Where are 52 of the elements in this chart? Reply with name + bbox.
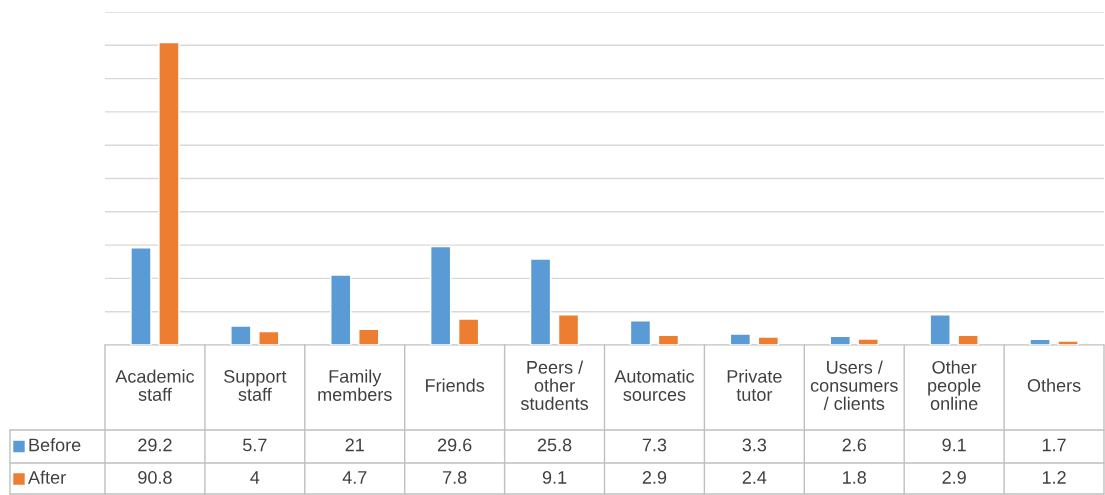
bar [629, 319, 652, 345]
data-label: 9.1 [942, 438, 966, 452]
x-tick-label: Private tutor [727, 369, 782, 401]
data-label: 5.7 [243, 438, 267, 452]
bar [657, 334, 680, 345]
data-label: 29.2 [138, 438, 172, 452]
data-label: 9.1 [542, 471, 567, 484]
data-label: 3.3 [742, 438, 767, 452]
x-tick-label: Other people online [928, 360, 981, 410]
data-label: 2.9 [642, 471, 667, 484]
x-tick-label: Friends [426, 378, 485, 392]
data-label: 2.4 [742, 471, 767, 484]
x-tick-label: Peers / other students [520, 360, 589, 410]
data-label: 90.8 [138, 471, 172, 484]
bar [729, 333, 752, 345]
data-label: 21 [345, 438, 364, 452]
bar [330, 274, 352, 345]
data-label: 1.8 [843, 471, 867, 484]
data-label: 7.3 [642, 438, 667, 452]
bar [457, 318, 480, 345]
data-label: 4 [250, 471, 260, 484]
bar [957, 334, 979, 345]
bar [429, 245, 452, 345]
data-label: 1.2 [1042, 471, 1066, 484]
bar [757, 336, 780, 345]
x-tick-label: Users / consumers / clients [810, 360, 898, 410]
bar [929, 314, 951, 345]
bar [230, 325, 252, 345]
legend-label: Before [29, 438, 81, 452]
data-label: 4.7 [342, 471, 367, 484]
x-tick-label: Family members [318, 369, 392, 401]
legend-label: After [28, 470, 66, 484]
data-label: 1.7 [1042, 438, 1066, 452]
data-label: 2.6 [842, 438, 867, 452]
bar [130, 247, 152, 345]
bar [358, 328, 380, 345]
bar [258, 330, 280, 345]
x-tick-label: Others [1027, 378, 1081, 392]
x-tick-label: Academic staff [115, 369, 195, 401]
bar [529, 258, 552, 345]
data-label: 25.8 [537, 438, 572, 452]
bar [857, 338, 879, 345]
bar [829, 335, 851, 345]
bar [557, 314, 580, 345]
x-tick-label: Automatic sources [614, 369, 695, 401]
data-label: 7.8 [443, 471, 467, 484]
bar [1057, 340, 1079, 345]
bar [1029, 338, 1051, 345]
x-tick-label: Support staff [224, 369, 287, 401]
bar [158, 41, 180, 345]
data-label: 2.9 [942, 471, 966, 484]
data-label: 29.6 [437, 438, 472, 452]
